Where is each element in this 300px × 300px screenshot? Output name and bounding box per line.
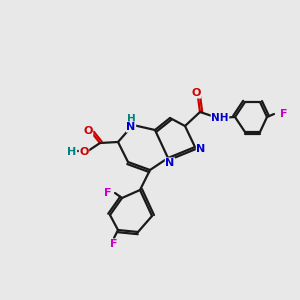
Text: N: N	[165, 158, 175, 168]
Text: O: O	[79, 147, 89, 157]
Text: F: F	[280, 109, 288, 119]
Text: N: N	[196, 144, 206, 154]
Text: NH: NH	[211, 113, 229, 123]
Text: F: F	[110, 239, 118, 249]
Text: O: O	[191, 88, 201, 98]
Text: N: N	[126, 122, 136, 132]
Text: H: H	[127, 114, 135, 124]
Text: H: H	[68, 147, 76, 157]
Text: O: O	[83, 126, 93, 136]
Text: F: F	[104, 188, 112, 198]
